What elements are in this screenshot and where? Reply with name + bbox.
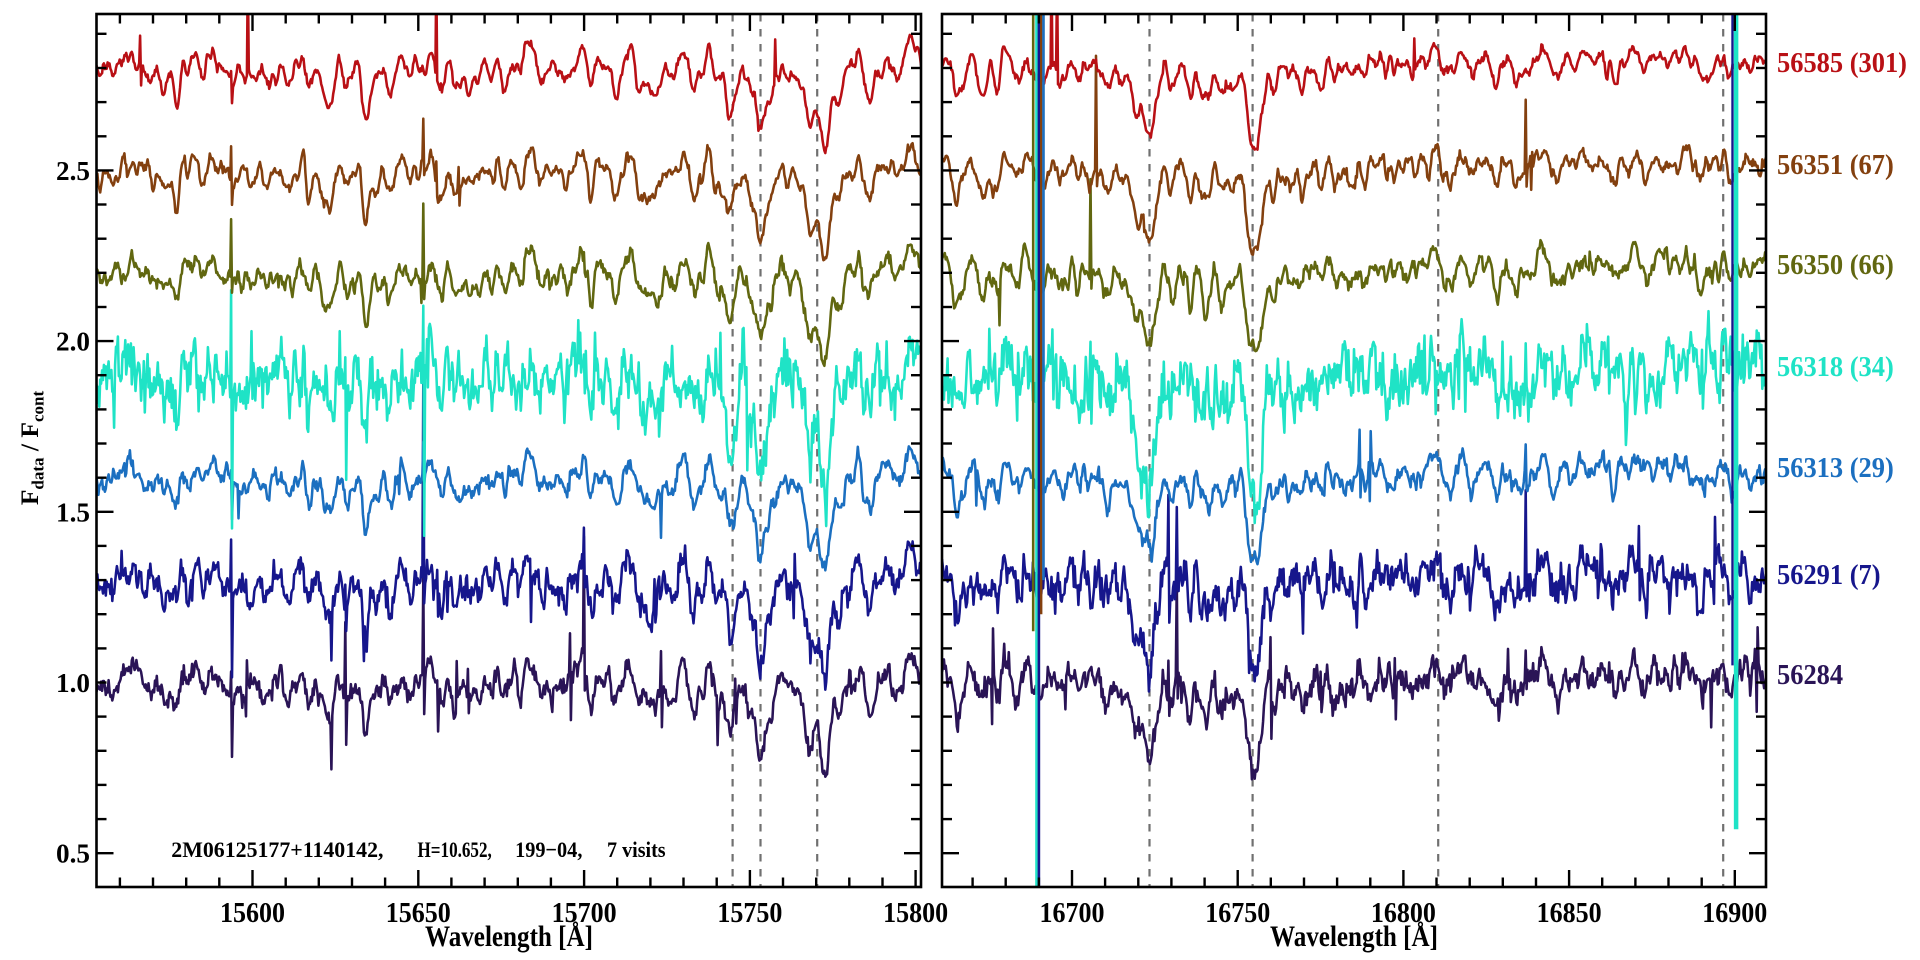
svg-text:16900: 16900 (1702, 897, 1767, 929)
svg-text:1.5: 1.5 (56, 497, 90, 527)
svg-text:56351 (67): 56351 (67) (1777, 149, 1894, 181)
svg-text:2.0: 2.0 (56, 327, 90, 357)
svg-text:15600: 15600 (220, 897, 285, 929)
svg-text:15800: 15800 (883, 897, 948, 929)
svg-text:16850: 16850 (1537, 897, 1602, 929)
svg-text:56350 (66): 56350 (66) (1777, 249, 1894, 281)
svg-text:15700: 15700 (552, 897, 617, 929)
svg-text:56318 (34): 56318 (34) (1777, 351, 1894, 383)
svg-text:16700: 16700 (1040, 897, 1105, 929)
svg-text:56585 (301): 56585 (301) (1777, 47, 1907, 79)
svg-text:1.0: 1.0 (56, 668, 90, 698)
svg-text:56291 (7): 56291 (7) (1777, 559, 1881, 591)
svg-text:7 visits: 7 visits (607, 837, 666, 862)
svg-text:15750: 15750 (717, 897, 782, 929)
svg-text:2.5: 2.5 (56, 156, 90, 186)
svg-text:16750: 16750 (1205, 897, 1270, 929)
svg-text:2M06125177+1140142,: 2M06125177+1140142, (171, 837, 383, 862)
svg-text:15650: 15650 (386, 897, 451, 929)
svg-text:56284: 56284 (1777, 659, 1843, 691)
svg-text:0.5: 0.5 (56, 839, 90, 869)
svg-text:56313 (29): 56313 (29) (1777, 452, 1894, 484)
svg-text:Wavelength [Å]: Wavelength [Å] (1270, 921, 1438, 953)
svg-text:H=10.652,: H=10.652, (418, 837, 492, 862)
svg-text:Wavelength [Å]: Wavelength [Å] (425, 921, 593, 953)
svg-text:16800: 16800 (1371, 897, 1436, 929)
svg-text:199−04,: 199−04, (515, 837, 582, 862)
